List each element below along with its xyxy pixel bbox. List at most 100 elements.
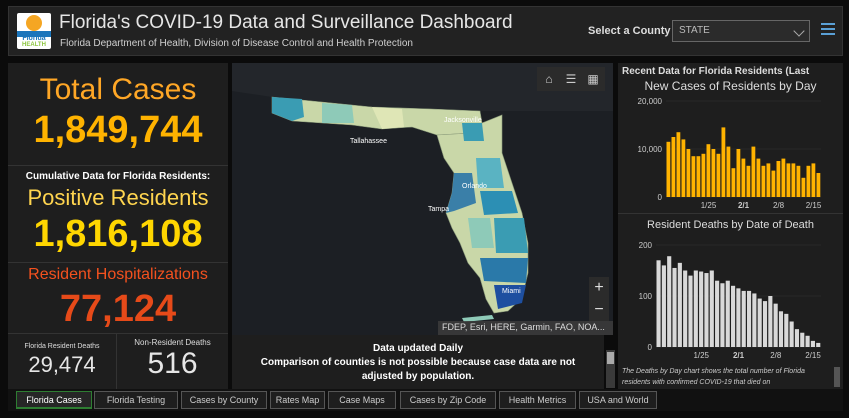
bar-2/13 bbox=[800, 332, 805, 347]
county-map[interactable]: Tallahassee Jacksonville Orlando Tampa M… bbox=[232, 63, 613, 335]
logo-text-health: HEALTH bbox=[22, 42, 46, 48]
zoom-control: + − bbox=[589, 277, 609, 321]
tab-health-metrics[interactable]: Health Metrics bbox=[499, 391, 576, 409]
tab-florida-cases[interactable]: Florida Cases bbox=[16, 391, 92, 409]
bar-1/24 bbox=[701, 153, 706, 197]
divider bbox=[116, 333, 117, 389]
y-tick-label: 200 bbox=[639, 241, 653, 250]
divider bbox=[618, 213, 843, 214]
bar-1/17 bbox=[656, 260, 661, 347]
y-tick-label: 0 bbox=[648, 343, 653, 352]
bar-1/23 bbox=[696, 156, 701, 197]
bar-1/22 bbox=[691, 156, 696, 197]
notice-panel: Data updated Daily Comparison of countie… bbox=[232, 335, 604, 389]
total-cases-value: 1,849,744 bbox=[33, 109, 203, 151]
bar-2/8 bbox=[773, 303, 778, 347]
bar-2/12 bbox=[794, 329, 800, 347]
total-cases-label: Total Cases bbox=[39, 73, 197, 106]
panel-scrollbar[interactable] bbox=[834, 367, 840, 387]
x-tick-label: 2/15 bbox=[805, 351, 821, 360]
bar-2/5 bbox=[761, 165, 766, 197]
bar-2/5 bbox=[757, 298, 762, 347]
city-label-tampa: Tampa bbox=[428, 206, 450, 213]
hospitalizations-value: 77,124 bbox=[59, 288, 177, 330]
bar-2/16 bbox=[816, 342, 821, 347]
summary-panel: Total Cases 1,849,744 Cumulative Data fo… bbox=[8, 63, 228, 389]
list-icon[interactable]: ☰ bbox=[565, 72, 577, 86]
divider bbox=[8, 262, 228, 263]
deaths-chart-footnote: The Deaths by Day chart shows the total … bbox=[622, 368, 805, 386]
city-label-orlando: Orlando bbox=[462, 183, 487, 190]
bar-2/14 bbox=[805, 335, 810, 347]
bar-1/31 bbox=[731, 285, 736, 347]
bar-2/2 bbox=[741, 290, 746, 347]
hamburger-menu-icon[interactable] bbox=[821, 23, 835, 35]
home-icon[interactable]: ⌂ bbox=[545, 72, 553, 86]
bar-2/11 bbox=[789, 321, 794, 347]
bar-1/29 bbox=[720, 283, 725, 347]
bar-1/26 bbox=[704, 273, 709, 347]
bar-2/12 bbox=[796, 165, 801, 197]
bar-2/6 bbox=[762, 301, 768, 347]
bar-1/17 bbox=[666, 141, 671, 197]
bar-2/11 bbox=[791, 163, 796, 197]
bar-2/14 bbox=[806, 165, 811, 197]
bar-1/21 bbox=[677, 262, 682, 347]
tab-case-maps[interactable]: Case Maps bbox=[328, 391, 396, 409]
notice-scrollbar[interactable] bbox=[606, 350, 615, 388]
nonresident-deaths-label: Non-Resident Deaths bbox=[134, 338, 211, 347]
page-title: Florida's COVID-19 Data and Surveillance… bbox=[59, 12, 513, 33]
qr-grid-icon[interactable]: ▦ bbox=[587, 72, 599, 86]
bar-2/4 bbox=[752, 293, 757, 347]
city-label-miami: Miami bbox=[502, 288, 521, 295]
zoom-out-button[interactable]: − bbox=[594, 301, 604, 318]
bar-1/27 bbox=[716, 153, 721, 197]
bar-1/25 bbox=[706, 144, 711, 197]
bar-1/23 bbox=[688, 275, 693, 347]
bar-1/26 bbox=[711, 149, 716, 197]
bar-1/30 bbox=[725, 280, 730, 347]
tab-rates-map[interactable]: Rates Map bbox=[270, 391, 325, 409]
bar-1/24 bbox=[693, 270, 698, 347]
map-attribution[interactable]: FDEP, Esri, HERE, Garmin, FAO, NOA... bbox=[438, 321, 613, 335]
deaths-chart[interactable]: 0 100 200 1/25 2/1 2/8 2/15 bbox=[618, 235, 843, 363]
hospitalizations-label: Resident Hospitalizations bbox=[28, 266, 208, 283]
bar-1/20 bbox=[681, 139, 686, 197]
bar-1/30 bbox=[731, 168, 736, 197]
county-dropdown[interactable]: STATE bbox=[672, 20, 810, 42]
y-tick-label: 10,000 bbox=[638, 145, 663, 154]
y-tick-label: 0 bbox=[658, 193, 663, 202]
bar-1/18 bbox=[671, 137, 676, 197]
tab-usa-and-world[interactable]: USA and World bbox=[579, 391, 657, 409]
divider bbox=[8, 165, 228, 166]
bar-2/2 bbox=[746, 165, 751, 197]
city-label-tallahassee: Tallahassee bbox=[350, 138, 387, 145]
bar-2/3 bbox=[751, 146, 756, 197]
cases-chart[interactable]: 0 10,000 20,000 1/25 2/1 2/8 2/15 bbox=[618, 95, 843, 213]
logo-text-florida: Florida bbox=[22, 35, 46, 42]
tab-florida-testing[interactable]: Florida Testing bbox=[94, 391, 178, 409]
bar-1/28 bbox=[721, 127, 726, 197]
tab-cases-by-county[interactable]: Cases by County bbox=[181, 391, 267, 409]
x-tick-label: 2/1 bbox=[738, 201, 750, 210]
bar-1/21 bbox=[686, 149, 691, 197]
county-dropdown-value: STATE bbox=[679, 25, 710, 36]
x-tick-label: 2/1 bbox=[733, 351, 745, 360]
x-tick-label: 2/8 bbox=[773, 201, 785, 210]
resident-deaths-value: 29,474 bbox=[28, 352, 96, 377]
zoom-in-button[interactable]: + bbox=[594, 279, 604, 296]
select-county-label: Select a County bbox=[588, 25, 671, 37]
tab-cases-by-zip-code[interactable]: Cases by Zip Code bbox=[400, 391, 496, 409]
florida-health-logo: Florida HEALTH bbox=[17, 13, 51, 49]
page-subtitle: Florida Department of Health, Division o… bbox=[60, 38, 413, 49]
y-tick-label: 100 bbox=[639, 292, 653, 301]
bar-2/1 bbox=[741, 158, 746, 197]
recent-data-panel: Recent Data for Florida Residents (Last … bbox=[618, 63, 843, 389]
x-tick-label: 1/25 bbox=[701, 201, 717, 210]
bar-1/19 bbox=[667, 256, 672, 347]
positive-residents-label: Positive Residents bbox=[27, 185, 209, 210]
notice-updated-text: Data updated Daily bbox=[372, 343, 464, 354]
bar-2/13 bbox=[801, 177, 806, 197]
florida-map-svg bbox=[232, 63, 613, 335]
